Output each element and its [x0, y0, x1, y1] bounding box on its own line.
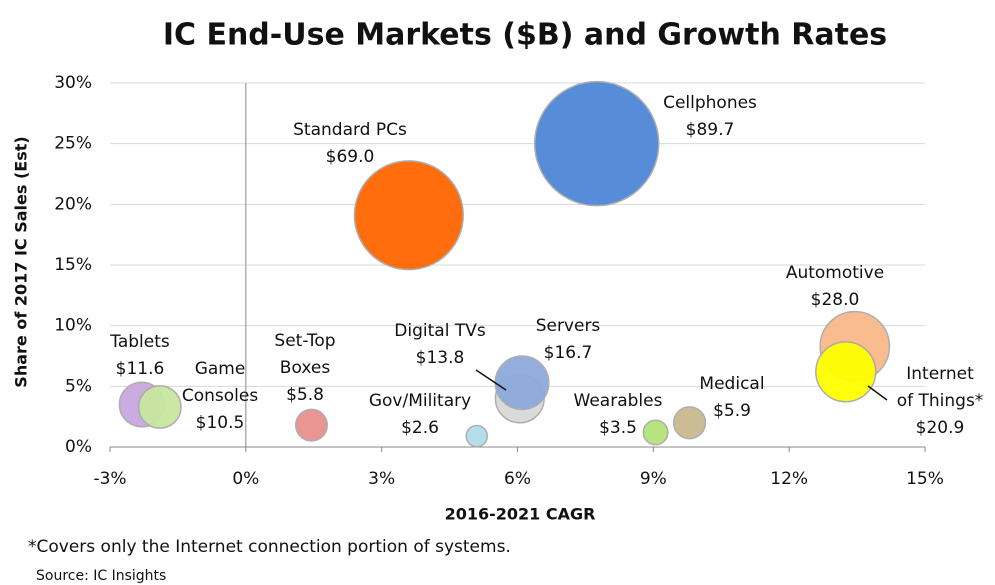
x-tick-label: 12% — [770, 469, 808, 489]
leader-line — [867, 385, 888, 401]
bubble — [353, 160, 464, 271]
y-tick-label: 5% — [65, 376, 92, 396]
x-tick-label: 0% — [232, 469, 259, 489]
value-label: $3.5 — [599, 418, 637, 438]
bubble — [465, 424, 489, 448]
point-name: Standard PCs — [293, 120, 407, 140]
bubble — [137, 384, 182, 429]
bubble — [533, 80, 660, 207]
point-name: Boxes — [280, 358, 331, 378]
y-tick-label: 30% — [54, 73, 92, 93]
bubble — [672, 406, 707, 440]
y-tick-label: 10% — [54, 316, 92, 336]
bubble — [642, 419, 669, 446]
bubble — [815, 341, 877, 403]
y-tick-label: 25% — [54, 134, 92, 154]
point-name: Servers — [536, 316, 601, 336]
point-name: of Things* — [897, 391, 984, 411]
value-label: $2.6 — [401, 418, 439, 438]
y-tick-label: 20% — [54, 194, 92, 214]
point-name: Gov/Military — [369, 391, 471, 411]
y-tick-label: 15% — [54, 255, 92, 275]
x-tick-label: -3% — [93, 469, 126, 489]
x-tick-label: 9% — [640, 469, 667, 489]
point-name: Wearables — [574, 391, 663, 411]
value-label: $5.9 — [713, 401, 751, 421]
x-axis-title: 2016-2021 CAGR — [445, 505, 596, 524]
value-label: $69.0 — [326, 147, 375, 167]
value-label: $5.8 — [286, 385, 324, 405]
point-name: Cellphones — [663, 93, 757, 113]
point-name: Set-Top — [274, 331, 335, 351]
value-label: $16.7 — [544, 343, 593, 363]
point-name: Game — [195, 359, 246, 379]
value-label: $10.5 — [196, 413, 245, 433]
x-tick-label: 6% — [504, 469, 531, 489]
bubble — [494, 355, 550, 411]
y-axis-title: Share of 2017 IC Sales (Est) — [12, 136, 31, 387]
value-label: $89.7 — [686, 120, 735, 140]
x-tick-label: 15% — [906, 469, 944, 489]
value-label: $13.8 — [416, 348, 465, 368]
value-label: $11.6 — [116, 359, 165, 379]
value-label: $28.0 — [811, 290, 860, 310]
bubble — [294, 408, 329, 442]
point-name: Internet — [906, 364, 974, 384]
point-name: Digital TVs — [394, 321, 486, 341]
point-name: Tablets — [109, 332, 170, 352]
y-tick-label: 0% — [65, 437, 92, 457]
source: Source: IC Insights — [36, 568, 166, 584]
chart-title: IC End-Use Markets ($B) and Growth Rates — [163, 18, 887, 53]
leader-line — [475, 369, 507, 391]
point-name: Consoles — [182, 386, 258, 406]
point-name: Automotive — [786, 263, 884, 283]
value-label: $20.9 — [916, 418, 965, 438]
footnote: *Covers only the Internet connection por… — [28, 537, 511, 557]
x-tick-label: 3% — [368, 469, 395, 489]
point-name: Medical — [699, 374, 764, 394]
